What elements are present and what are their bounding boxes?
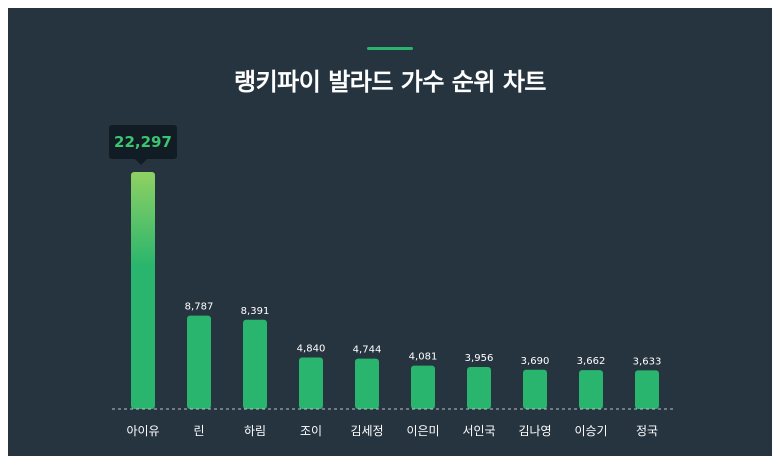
category-label-2: 린 xyxy=(193,424,204,438)
bar-1[interactable] xyxy=(131,172,155,409)
bar-value-label-10: 3,633 xyxy=(633,356,662,367)
value-tooltip: 22,297 xyxy=(109,125,177,159)
category-label-10: 정국 xyxy=(636,424,658,438)
bar-2[interactable] xyxy=(187,315,211,409)
bar-6[interactable] xyxy=(411,365,435,409)
category-label-6: 이은미 xyxy=(406,424,439,438)
category-label-9: 이승기 xyxy=(574,424,607,438)
tooltip-arrow xyxy=(135,159,147,165)
bar-10[interactable] xyxy=(635,370,659,409)
bar-9[interactable] xyxy=(579,370,603,409)
bar-value-label-9: 3,662 xyxy=(577,356,606,367)
chart-title: 랭키파이 발라드 가수 순위 차트 xyxy=(234,68,546,96)
category-label-7: 서인국 xyxy=(462,424,495,438)
bar-value-label-7: 3,956 xyxy=(465,353,494,364)
category-label-4: 조이 xyxy=(300,424,322,438)
bar-chart: 아이유 8,787 린 8,391 하림 4,840 조이 4,744 김세정 4,081 이은미 3… xyxy=(112,172,674,438)
bar-7[interactable] xyxy=(467,366,491,409)
bar-3[interactable] xyxy=(243,319,267,409)
bar-4[interactable] xyxy=(299,357,323,409)
category-label-3: 하림 xyxy=(244,424,266,438)
bar-value-label-4: 4,840 xyxy=(297,344,326,355)
category-label-5: 김세정 xyxy=(350,424,383,438)
title-accent-line xyxy=(367,47,413,50)
chart-card: 랭키파이 발라드 가수 순위 차트 아이유 8,787 린 8,391 하림 4,840 조… xyxy=(8,8,772,456)
bar-value-label-8: 3,690 xyxy=(521,356,550,367)
bar-8[interactable] xyxy=(523,369,547,409)
category-label-1: 아이유 xyxy=(126,424,159,438)
bar-value-label-3: 8,391 xyxy=(241,306,270,317)
bar-value-label-2: 8,787 xyxy=(185,302,214,313)
category-label-8: 김나영 xyxy=(518,424,551,438)
bar-value-label-6: 4,081 xyxy=(409,352,438,363)
bar-5[interactable] xyxy=(355,358,379,409)
bar-value-label-5: 4,744 xyxy=(353,345,382,356)
